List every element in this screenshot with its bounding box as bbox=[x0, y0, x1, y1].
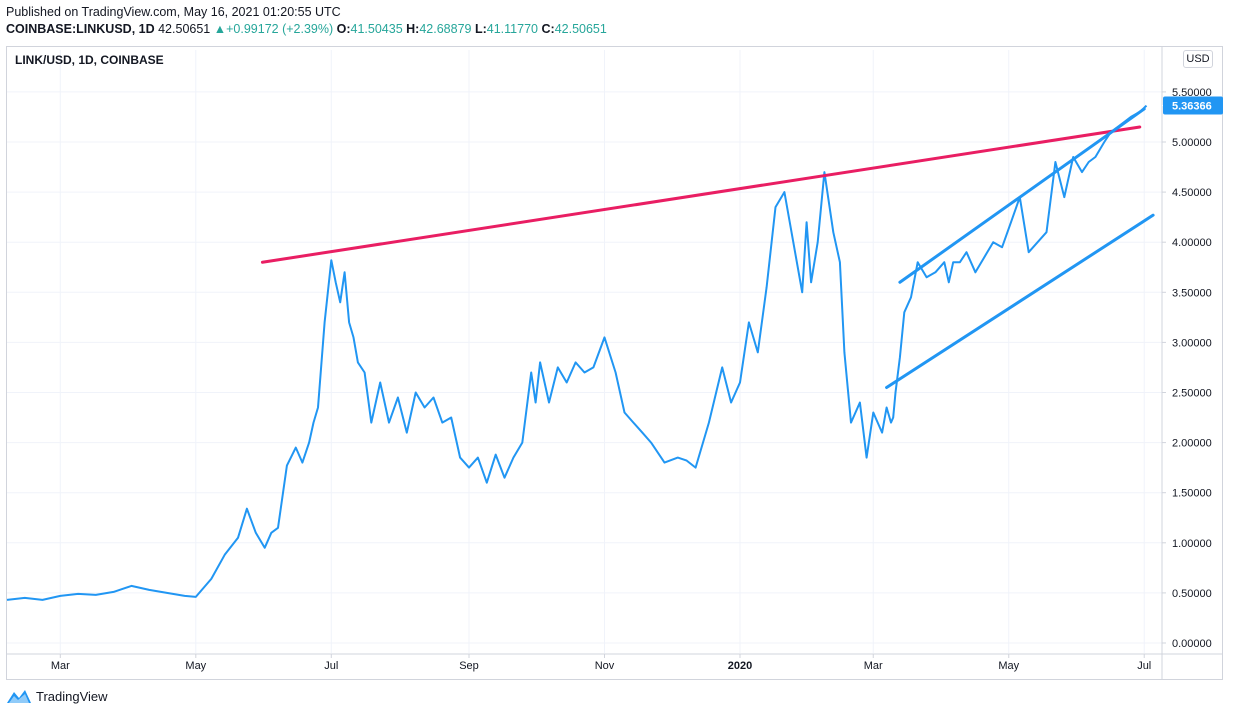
chart-header: Published on TradingView.com, May 16, 20… bbox=[6, 4, 607, 38]
x-tick-label: Jul bbox=[1137, 660, 1151, 672]
y-tick-label: 3.50000 bbox=[1172, 287, 1212, 299]
y-tick-label: 2.50000 bbox=[1172, 388, 1212, 400]
low-label: L: bbox=[474, 22, 487, 36]
chart-frame[interactable] bbox=[6, 46, 1223, 680]
change-value: +0.99172 (+2.39%) bbox=[226, 22, 334, 36]
tradingview-logo-icon bbox=[7, 690, 31, 703]
price-series-line bbox=[6, 104, 1148, 601]
currency-button[interactable]: USD bbox=[1183, 50, 1213, 68]
y-tick-label: 4.00000 bbox=[1172, 237, 1212, 249]
y-tick-label: 0.50000 bbox=[1172, 588, 1212, 600]
change-arrow-icon: ▲ bbox=[213, 22, 227, 36]
x-tick-label: Mar bbox=[51, 660, 70, 672]
symbol-label: COINBASE:LINKUSD, 1D bbox=[6, 22, 155, 36]
low-value: 41.11770 bbox=[486, 22, 538, 36]
tradingview-brand: TradingView bbox=[36, 688, 108, 704]
last-price-tag bbox=[1163, 96, 1223, 115]
y-tick-label: 5.50000 bbox=[1172, 87, 1212, 99]
x-tick-label: 2020 bbox=[728, 660, 752, 672]
last-price-label: 5.36366 bbox=[1172, 101, 1212, 113]
series-legend: LINK/USD, 1D, COINBASE bbox=[15, 53, 164, 67]
channel-trendline bbox=[885, 213, 1155, 389]
x-tick-label: May bbox=[998, 660, 1019, 672]
y-tick-label: 1.50000 bbox=[1172, 488, 1212, 500]
x-tick-label: Jul bbox=[324, 660, 338, 672]
published-line: Published on TradingView.com, May 16, 20… bbox=[6, 5, 341, 19]
open-label: O: bbox=[336, 22, 351, 36]
y-tick-label: 3.00000 bbox=[1172, 337, 1212, 349]
y-tick-label: 1.00000 bbox=[1172, 538, 1212, 550]
footer-branding[interactable]: TradingView bbox=[6, 688, 108, 704]
close-value: 42.50651 bbox=[554, 22, 607, 36]
y-tick-label: 2.00000 bbox=[1172, 438, 1212, 450]
y-tick-label: 4.50000 bbox=[1172, 187, 1212, 199]
x-tick-label: Nov bbox=[595, 660, 615, 672]
close-label: C: bbox=[541, 22, 555, 36]
x-tick-label: Sep bbox=[459, 660, 479, 672]
x-tick-label: Mar bbox=[864, 660, 883, 672]
y-tick-label: 5.00000 bbox=[1172, 137, 1212, 149]
open-value: 41.50435 bbox=[350, 22, 403, 36]
channel-trendline bbox=[898, 107, 1146, 284]
y-tick-label: 0.00000 bbox=[1172, 638, 1212, 650]
price-value: 42.50651 bbox=[158, 22, 211, 36]
x-tick-label: May bbox=[185, 660, 206, 672]
high-label: H: bbox=[406, 22, 420, 36]
resistance-trendline bbox=[260, 125, 1142, 264]
ohlc-line: COINBASE:LINKUSD, 1D 42.50651 ▲+0.99172 … bbox=[6, 21, 607, 38]
high-value: 42.68879 bbox=[419, 22, 472, 36]
